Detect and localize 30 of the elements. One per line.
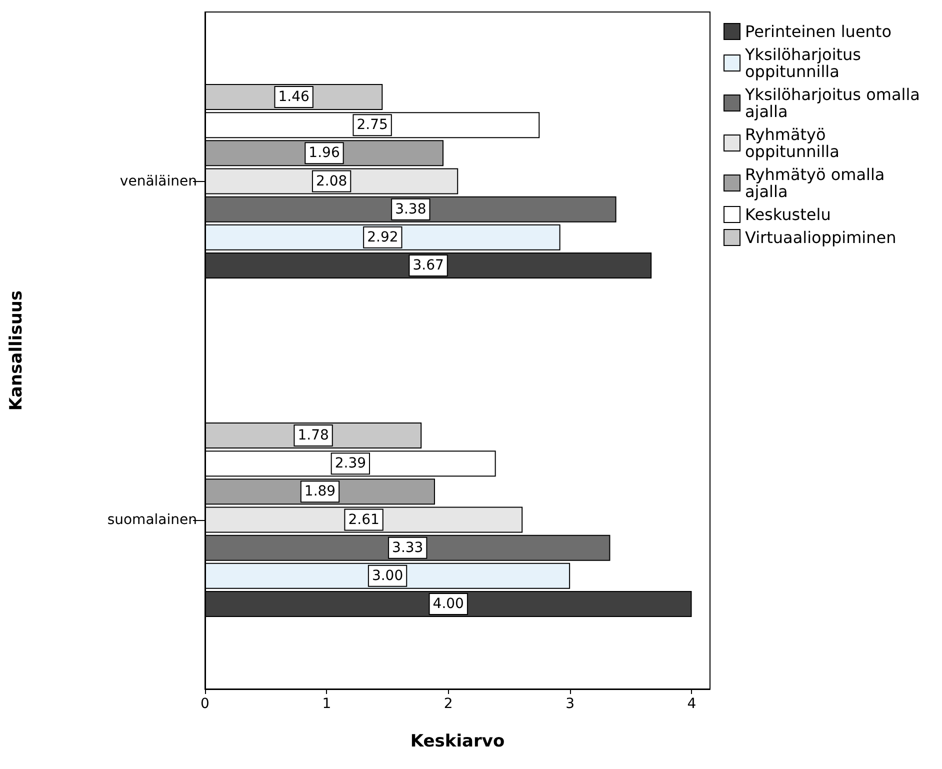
- legend-label: Ryhmätyö omalla ajalla: [745, 165, 890, 201]
- legend-label: Perinteinen luento: [745, 22, 892, 41]
- data-label: 3.67: [412, 257, 444, 274]
- data-label: 2.61: [348, 512, 380, 528]
- y-axis-title: Kansallisuus: [6, 290, 26, 411]
- data-label: 1.46: [278, 89, 310, 106]
- legend-label: Yksilöharjoitus omalla ajalla: [744, 85, 926, 121]
- legend-label: Keskustelu: [745, 205, 831, 224]
- x-tick-label: 1: [322, 696, 332, 712]
- x-tick-label: 2: [444, 696, 453, 712]
- legend-label: Virtuaalioppiminen: [745, 228, 896, 247]
- data-label: 3.00: [372, 568, 404, 584]
- data-label: 1.89: [304, 484, 336, 500]
- data-label: 3.33: [392, 540, 424, 556]
- y-tick-label: suomalainen: [107, 512, 197, 528]
- y-tick-label: venäläinen: [120, 173, 197, 190]
- data-label: 1.78: [298, 428, 329, 444]
- data-label: 1.96: [308, 145, 340, 162]
- data-label: 2.92: [367, 229, 398, 246]
- data-label: 4.00: [432, 596, 464, 612]
- x-tick-label: 3: [566, 696, 575, 712]
- x-axis-title: Keskiarvo: [410, 732, 505, 752]
- legend-label: Yksilöharjoitus oppitunnilla: [744, 45, 866, 81]
- data-label: 2.39: [334, 456, 366, 472]
- x-tick-label: 4: [687, 696, 696, 712]
- data-label: 2.08: [316, 173, 348, 190]
- x-tick-label: 0: [200, 696, 210, 712]
- legend-label: Ryhmätyö oppitunnilla: [745, 125, 840, 161]
- data-label: 3.38: [395, 201, 426, 218]
- data-label: 2.75: [356, 117, 388, 134]
